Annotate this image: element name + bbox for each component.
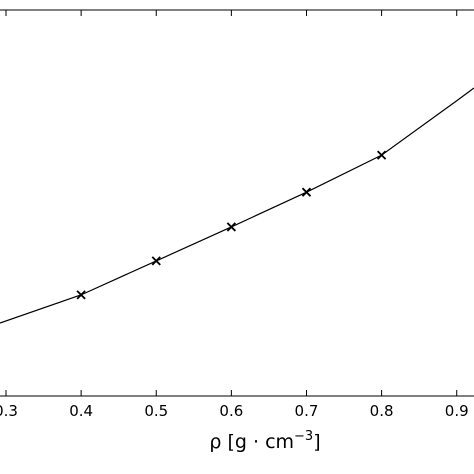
- curve: [0, 87, 474, 324]
- x-label-end: ]: [313, 431, 320, 453]
- marker: [226, 222, 237, 232]
- x-axis-label: ρ [g · cm−3]: [209, 429, 320, 453]
- x-label-sup: −3: [294, 429, 313, 444]
- marker: [376, 150, 387, 160]
- x-tick-label: 0.7: [295, 402, 319, 420]
- x-tick-label: 0.5: [144, 402, 168, 420]
- x-tick-label: 0.3: [0, 402, 18, 420]
- x-tick-label: 0.6: [219, 402, 243, 420]
- x-label-base: ρ [g · cm: [209, 431, 294, 453]
- marker: [301, 187, 312, 197]
- x-tick-label: 0.8: [370, 402, 394, 420]
- marker: [76, 290, 86, 300]
- x-tick-label: 0.9: [445, 402, 469, 420]
- marker: [151, 256, 161, 266]
- x-tick-label: 0.4: [69, 402, 93, 420]
